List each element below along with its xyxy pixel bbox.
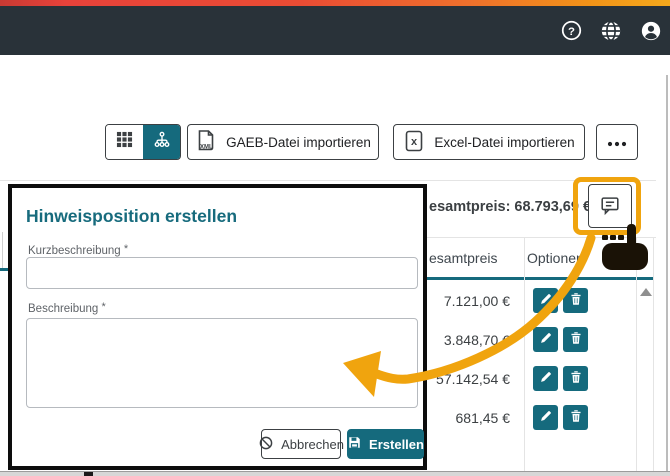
pencil-icon (539, 370, 553, 387)
table-row: 57.142,54 € (427, 359, 636, 398)
required-marker: * (101, 301, 106, 313)
gaeb-import-button[interactable]: XML GAEB-Datei importieren (187, 124, 379, 160)
comment-button[interactable] (588, 184, 632, 228)
pencil-icon (539, 292, 553, 309)
trash-icon (569, 292, 583, 309)
block-icon (258, 435, 274, 454)
row-actions (533, 405, 588, 430)
more-options-icon (607, 135, 627, 150)
delete-row-button[interactable] (563, 288, 588, 313)
description-textarea[interactable] (26, 318, 418, 408)
summary-divider (424, 237, 656, 238)
total-price-summary: esamtpreis: 68.793,69 € (429, 199, 592, 215)
row-actions (533, 327, 588, 352)
scrollbar-left-border (636, 238, 637, 471)
svg-text:?: ? (568, 26, 575, 38)
column-header-price: esamtpreis (429, 250, 498, 266)
gaeb-import-label: GAEB-Datei importieren (226, 134, 371, 150)
excel-import-label: Excel-Datei importieren (434, 134, 575, 150)
table-row: 7.121,00 € (427, 281, 636, 320)
short-description-label: Kurzbeschreibung * (28, 243, 129, 257)
brand-gradient-strip (0, 0, 670, 6)
required-marker: * (123, 243, 129, 255)
svg-text:XML: XML (200, 144, 213, 150)
top-navigation-bar: ? (0, 6, 670, 55)
table-grid-icon (116, 131, 133, 153)
trash-icon (569, 331, 583, 348)
background-edge-line (2, 232, 3, 270)
edit-row-button[interactable] (533, 327, 558, 352)
row-total-price: 7.121,00 € (443, 292, 510, 309)
table-body: 7.121,00 € 3.848,70 € (427, 281, 636, 437)
excel-file-icon: x (403, 129, 425, 156)
trash-icon (569, 370, 583, 387)
save-icon (347, 435, 362, 453)
scrollbar-up-arrow[interactable] (640, 288, 652, 296)
delete-row-button[interactable] (563, 327, 588, 352)
edit-row-button[interactable] (533, 366, 558, 391)
scrollbar-right-border (653, 238, 654, 471)
pencil-icon (539, 409, 553, 426)
dialog-title: Hinweisposition erstellen (26, 206, 238, 226)
bottom-edge-artifact (84, 472, 93, 476)
annotation-highlight-box (573, 177, 641, 235)
excel-import-button[interactable]: x Excel-Datei importieren (393, 124, 585, 160)
bottom-edge-strip (0, 471, 670, 476)
row-total-price: 3.848,70 € (443, 331, 510, 348)
create-label: Erstellen (369, 436, 424, 452)
more-options-button[interactable] (596, 124, 638, 160)
language-globe-icon[interactable] (600, 20, 622, 42)
svg-text:x: x (411, 136, 418, 148)
delete-row-button[interactable] (563, 366, 588, 391)
cancel-button[interactable]: Abbrechen (258, 429, 344, 459)
tree-view-button[interactable] (143, 125, 180, 159)
panel-top-divider (0, 180, 656, 181)
pencil-icon (539, 331, 553, 348)
column-header-options: Optionen (527, 250, 584, 266)
edit-row-button[interactable] (533, 405, 558, 430)
account-icon[interactable] (640, 20, 662, 42)
help-icon[interactable]: ? (560, 20, 582, 42)
tree-structure-icon (153, 131, 171, 154)
row-actions (533, 288, 588, 313)
row-actions (533, 366, 588, 391)
edit-row-button[interactable] (533, 288, 558, 313)
delete-row-button[interactable] (563, 405, 588, 430)
row-total-price: 681,45 € (455, 409, 511, 426)
header-underline-left-sliver (0, 268, 8, 271)
grid-view-button[interactable] (106, 125, 143, 159)
create-button[interactable]: Erstellen (347, 429, 424, 459)
panel-right-border (666, 75, 668, 476)
trash-icon (569, 409, 583, 426)
comment-note-icon (599, 194, 621, 219)
cancel-label: Abbrechen (281, 436, 344, 452)
table-header-underline (427, 277, 653, 280)
row-total-price: 57.142,54 € (436, 370, 510, 387)
table-row: 3.848,70 € (427, 320, 636, 359)
xml-file-icon: XML (195, 129, 217, 156)
create-note-position-dialog: Hinweisposition erstellen Kurzbeschreibu… (8, 184, 427, 470)
view-toggle-group (105, 124, 181, 160)
short-description-input[interactable] (26, 257, 418, 289)
description-label: Beschreibung * (28, 301, 106, 315)
table-row: 681,45 € (427, 398, 636, 437)
